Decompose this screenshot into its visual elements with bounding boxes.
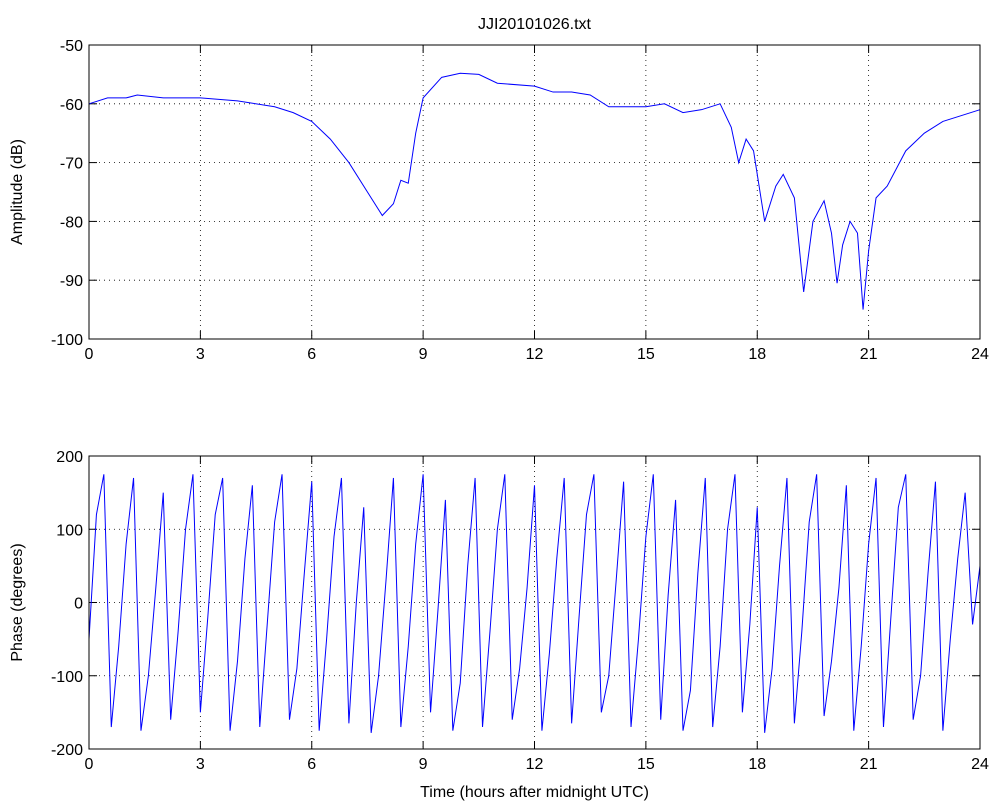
- x-tick-label: 9: [419, 346, 428, 363]
- x-tick-label: 3: [196, 346, 205, 363]
- y-tick-label: -100: [51, 332, 83, 349]
- data-line: [88, 474, 981, 733]
- x-tick-label: 0: [85, 756, 94, 773]
- y-tick-label: -100: [51, 669, 83, 686]
- x-tick-label: 9: [419, 756, 428, 773]
- x-tick-label: 3: [196, 756, 205, 773]
- y-tick-label: -70: [60, 156, 83, 173]
- x-tick-label: 0: [85, 346, 94, 363]
- chart-title: JJI20101026.txt: [478, 16, 592, 33]
- y-tick-label: -50: [60, 38, 83, 55]
- x-axis-label: Time (hours after midnight UTC): [420, 784, 649, 801]
- y-axis-label: Phase (degrees): [9, 543, 26, 661]
- x-tick-label: 12: [526, 346, 544, 363]
- x-tick-label: 21: [860, 756, 878, 773]
- x-tick-label: 6: [307, 756, 316, 773]
- axes-frame: [88, 455, 981, 750]
- x-tick-label: 18: [748, 346, 766, 363]
- y-tick-label: 100: [56, 522, 83, 539]
- x-tick-label: 6: [307, 346, 316, 363]
- x-tick-label: 12: [526, 756, 544, 773]
- y-tick-label: -90: [60, 273, 83, 290]
- y-tick-label: -60: [60, 97, 83, 114]
- data-line: [88, 72, 981, 310]
- x-tick-label: 18: [748, 756, 766, 773]
- y-tick-label: 200: [56, 449, 83, 466]
- x-tick-label: 21: [860, 346, 878, 363]
- y-tick-label: -200: [51, 742, 83, 759]
- x-tick-label: 24: [971, 756, 989, 773]
- x-tick-label: 15: [637, 756, 655, 773]
- y-tick-label: -80: [60, 214, 83, 231]
- y-axis-label: Amplitude (dB): [9, 139, 26, 245]
- x-tick-label: 15: [637, 346, 655, 363]
- x-tick-label: 24: [971, 346, 989, 363]
- axes-frame: [88, 44, 981, 340]
- y-tick-label: 0: [74, 596, 83, 613]
